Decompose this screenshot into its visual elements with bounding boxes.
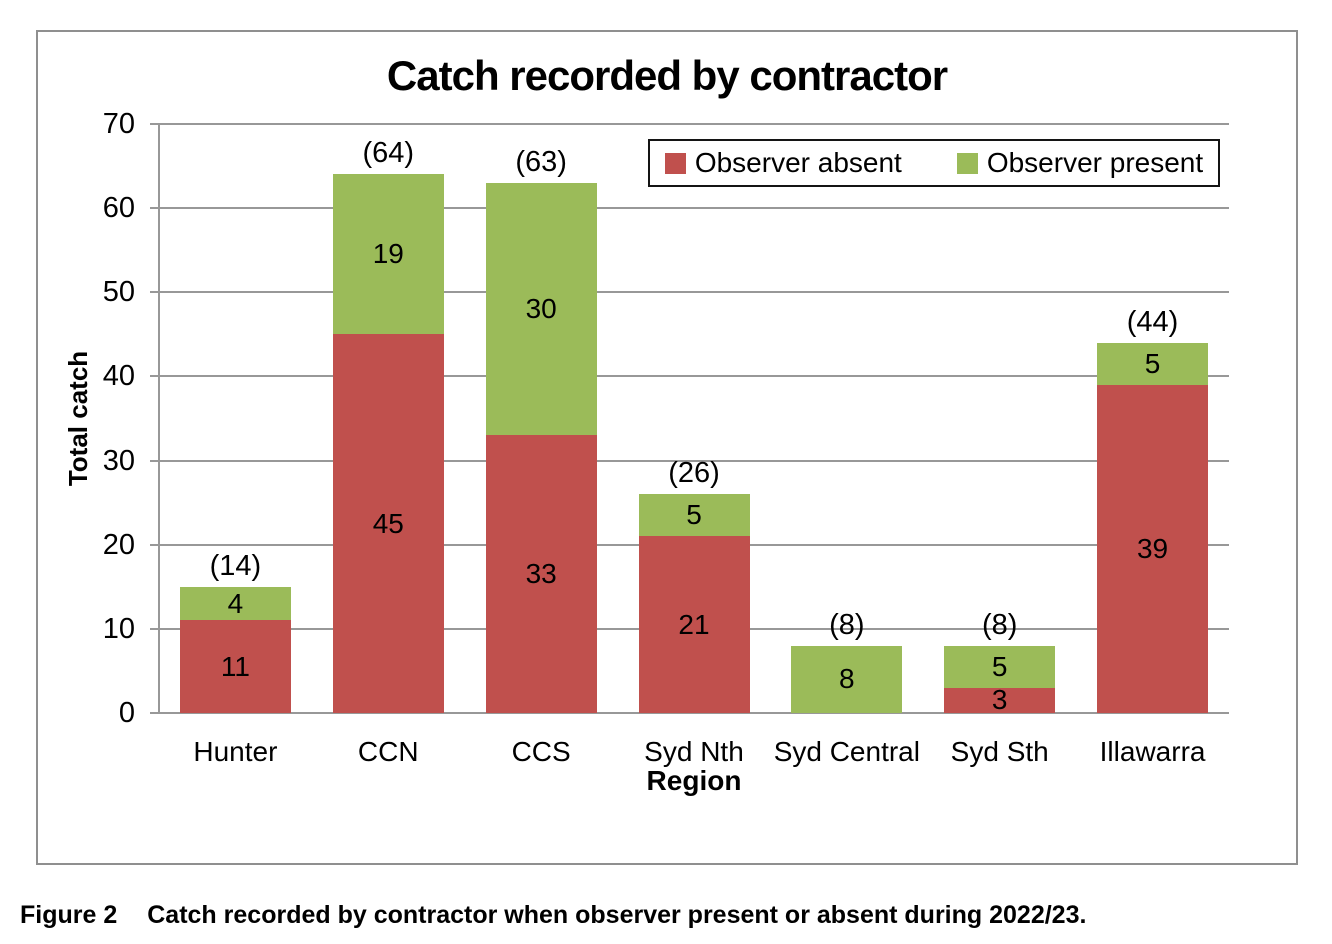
y-tick-label: 70 — [102, 108, 135, 140]
bar-value-label: 39 — [1136, 532, 1169, 564]
legend-label: Observer absent — [694, 147, 902, 178]
x-category-label: Syd Nth — [644, 736, 744, 767]
y-axis-tick — [150, 291, 159, 294]
bar-segment-observer-present — [944, 645, 1056, 688]
bar-total-label: (8) — [829, 608, 865, 641]
gridline — [159, 712, 1229, 714]
bar-total-label: (14) — [209, 549, 262, 582]
x-category-label: Illawarra — [1099, 736, 1206, 767]
bar-total-label: (26) — [668, 457, 720, 490]
bar-total-label: (64) — [362, 137, 415, 170]
bar-segment-observer-absent — [332, 334, 444, 713]
bar-value-label: 33 — [525, 558, 557, 590]
figure-caption: Figure 2 Catch recorded by contractor wh… — [20, 901, 1320, 930]
x-category-label: Hunter — [193, 736, 278, 767]
y-tick-label: 30 — [102, 444, 135, 477]
bar-value-label: 8 — [839, 663, 855, 695]
bar-total-label: (8) — [981, 608, 1018, 641]
y-axis-tick — [150, 207, 159, 210]
bar-segment-observer-absent — [485, 435, 597, 713]
bar-segment-observer-absent — [638, 536, 750, 713]
gridline — [159, 291, 1229, 294]
bar-value-label: 45 — [372, 507, 404, 539]
legend-entry: Observer present — [956, 147, 1204, 179]
bar-value-label: 5 — [991, 650, 1008, 682]
bar-segment-observer-present — [1097, 342, 1209, 385]
y-axis-tick — [150, 375, 159, 378]
bar-segment-observer-absent — [179, 620, 291, 713]
y-tick-label: 40 — [102, 360, 135, 393]
bar-segment-observer-present — [332, 174, 444, 335]
bar-value-label: 30 — [525, 293, 557, 325]
bar-segment-observer-present — [179, 586, 291, 621]
y-axis-tick — [150, 712, 159, 714]
bar-value-label: 19 — [372, 238, 404, 270]
bar-value-label: 3 — [991, 684, 1008, 716]
figure-caption-text: Catch recorded by contractor when observ… — [147, 901, 1087, 929]
legend-swatch-observer-absent — [664, 152, 686, 174]
bar-value-label: 4 — [227, 587, 244, 619]
legend-label: Observer present — [986, 147, 1204, 178]
x-category-label: Syd Sth — [950, 736, 1049, 767]
y-tick-label: 20 — [102, 528, 135, 561]
x-category-label: CCN — [357, 736, 419, 767]
bar-total-label: (63) — [515, 145, 567, 178]
legend-entry: Observer absent — [664, 147, 902, 179]
bar-segment-observer-present — [485, 182, 597, 436]
gridline — [159, 207, 1229, 210]
x-category-label: Syd Central — [773, 736, 920, 767]
y-axis-tick — [150, 543, 159, 546]
bar-segment-observer-absent — [1097, 384, 1209, 713]
legend: Observer absent Observer present — [648, 139, 1220, 187]
y-axis-tick — [150, 123, 159, 125]
bar-segment-observer-absent — [944, 687, 1056, 713]
chart-title: Catch recorded by contractor — [386, 52, 948, 99]
chart: Catch recorded by contractor Total catch… — [36, 30, 1298, 865]
y-tick-label: 60 — [102, 192, 135, 225]
bar-value-label: 21 — [678, 608, 710, 640]
bar-segment-observer-present — [638, 494, 750, 537]
y-tick-label: 50 — [102, 276, 135, 309]
gridline — [159, 375, 1229, 378]
y-axis-tick — [150, 459, 159, 462]
bar-total-label: (44) — [1126, 305, 1179, 338]
gridline — [159, 459, 1229, 462]
x-category-label: CCS — [511, 736, 571, 767]
legend-swatch-observer-present — [956, 152, 978, 174]
y-tick-label: 10 — [102, 612, 135, 645]
bar-value-label: 5 — [686, 499, 702, 531]
y-axis-line — [158, 124, 160, 713]
bar-value-label: 11 — [220, 650, 250, 682]
bar-segment-observer-present — [791, 645, 903, 713]
y-axis-tick — [150, 627, 159, 630]
figure-label: Figure 2 — [20, 901, 118, 929]
bar-value-label: 5 — [1144, 347, 1161, 379]
gridline — [159, 123, 1229, 125]
x-axis-title: Region — [646, 765, 742, 796]
y-tick-label: 0 — [118, 697, 135, 729]
